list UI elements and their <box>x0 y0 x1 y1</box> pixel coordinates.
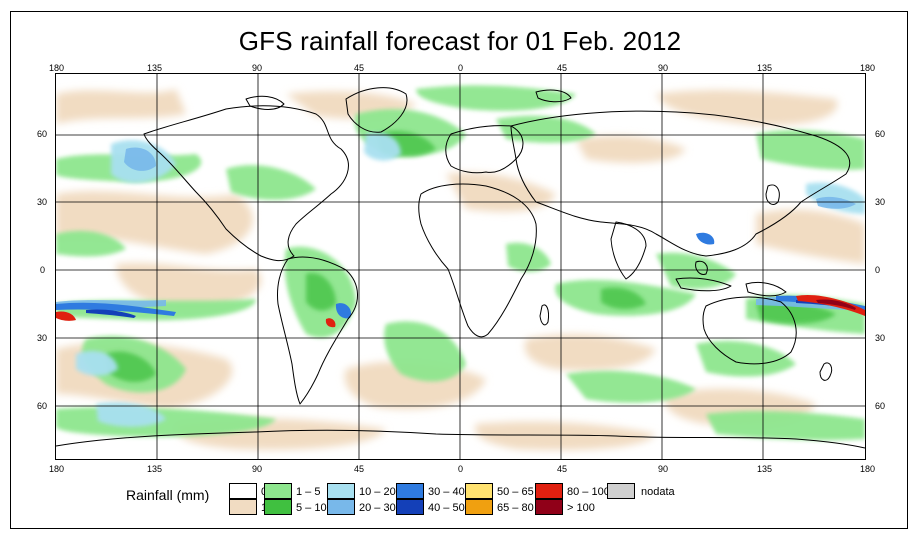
lat-tick-right: 30 <box>875 333 886 343</box>
lat-tick-left: 60 <box>37 129 48 139</box>
lon-tick-top: 0 <box>458 63 464 73</box>
legend-swatch-20-30 <box>327 499 355 515</box>
legend-label-20-30: 20 – 30 <box>359 502 396 514</box>
legend-swatch-0 <box>229 483 257 499</box>
legend-label-40-50: 40 – 50 <box>428 502 465 514</box>
lat-tick-right: 30 <box>875 197 886 207</box>
lon-tick-top: 180 <box>860 63 876 73</box>
lon-tick-bottom: 45 <box>354 464 365 474</box>
graticule <box>56 74 865 459</box>
legend-label-30-40: 30 – 40 <box>428 486 465 498</box>
rain-gt100mm-areas <box>816 299 856 310</box>
lon-tick-bottom: 135 <box>147 464 163 474</box>
legend-label-80-100: 80 – 100 <box>567 486 610 498</box>
lon-tick-bottom: 135 <box>757 464 773 474</box>
map-title: GFS rainfall forecast for 01 Feb. 2012 <box>238 26 682 56</box>
legend-swatch-30-40 <box>396 483 424 499</box>
legend-label-5-10: 5 – 10 <box>296 502 327 514</box>
lon-tick-top: 90 <box>252 63 263 73</box>
legend-swatch-nodata <box>607 483 635 499</box>
coastlines <box>56 87 865 449</box>
legend-swatch-1 <box>229 499 257 515</box>
legend-swatch-40-50 <box>396 499 424 515</box>
legend-label-65-80: 65 – 80 <box>497 502 534 514</box>
lon-tick-bottom: 45 <box>557 464 568 474</box>
legend-label-1-5: 1 – 5 <box>296 486 321 498</box>
rainfall-map <box>55 73 866 460</box>
lon-tick-top: 45 <box>557 63 568 73</box>
legend-swatch-65-80 <box>465 499 493 515</box>
lat-tick-right: 60 <box>875 129 886 139</box>
lat-tick-left: 0 <box>40 265 46 275</box>
rain-80-100mm-areas <box>56 294 865 328</box>
legend-swatch-80-100 <box>535 483 563 499</box>
rainfall-map-svg <box>56 74 865 459</box>
rain-1mm-areas <box>56 89 865 451</box>
lon-tick-bottom: 90 <box>658 464 669 474</box>
lon-tick-top: 90 <box>658 63 669 73</box>
lon-tick-bottom: 0 <box>458 464 464 474</box>
legend-label-nodata: nodata <box>641 486 675 498</box>
figure-frame <box>10 11 908 529</box>
legend-swatch-gt100 <box>535 499 563 515</box>
lon-tick-bottom: 90 <box>252 464 263 474</box>
lat-tick-right: 60 <box>875 401 886 411</box>
lat-tick-right: 0 <box>875 265 881 275</box>
lon-tick-top: 45 <box>354 63 365 73</box>
lon-tick-bottom: 180 <box>860 464 876 474</box>
legend-label-50-65: 50 – 65 <box>497 486 534 498</box>
lon-tick-bottom: 180 <box>49 464 65 474</box>
legend-swatch-1-5 <box>264 483 292 499</box>
legend-swatch-10-20 <box>327 483 355 499</box>
lat-tick-left: 60 <box>37 401 48 411</box>
legend-label-gt100: > 100 <box>567 502 595 514</box>
legend-swatch-50-65 <box>465 483 493 499</box>
lat-tick-left: 30 <box>37 333 48 343</box>
legend-label-10-20: 10 – 20 <box>359 486 396 498</box>
lon-tick-top: 180 <box>49 63 65 73</box>
lat-tick-left: 30 <box>37 197 48 207</box>
legend-title: Rainfall (mm) <box>126 487 210 503</box>
legend-swatch-5-10 <box>264 499 292 515</box>
lon-tick-top: 135 <box>757 63 773 73</box>
lon-tick-top: 135 <box>147 63 163 73</box>
